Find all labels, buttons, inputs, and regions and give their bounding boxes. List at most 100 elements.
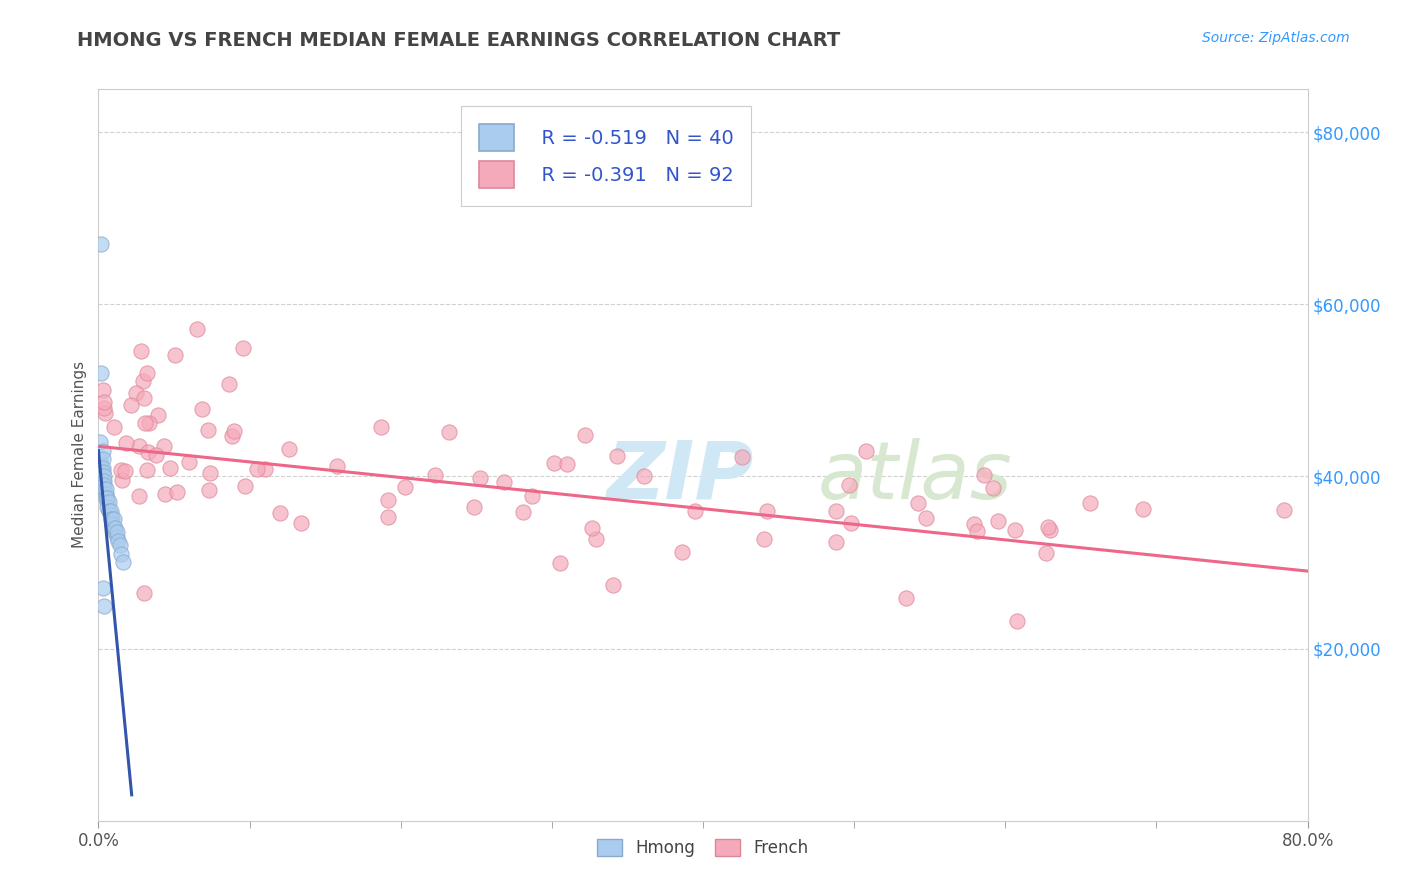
Point bbox=[93, 478, 115, 492]
Point bbox=[233, 479, 256, 493]
Point bbox=[90, 469, 112, 483]
Point bbox=[134, 586, 156, 600]
Point bbox=[165, 347, 187, 361]
Point bbox=[115, 435, 138, 450]
Point bbox=[671, 545, 693, 559]
Point bbox=[557, 457, 579, 471]
Legend: Hmong, French: Hmong, French bbox=[591, 832, 815, 863]
Point bbox=[93, 599, 115, 613]
Point bbox=[1036, 519, 1059, 533]
Point bbox=[153, 486, 176, 500]
Point bbox=[136, 463, 159, 477]
Text: atlas: atlas bbox=[818, 438, 1012, 516]
Point bbox=[93, 401, 115, 415]
Point bbox=[91, 460, 114, 475]
Point bbox=[838, 477, 860, 491]
Point bbox=[1004, 523, 1026, 537]
Point bbox=[101, 512, 124, 526]
Point bbox=[290, 516, 312, 531]
Point bbox=[987, 514, 1010, 528]
Point bbox=[981, 481, 1004, 495]
Point bbox=[602, 578, 624, 592]
Point bbox=[581, 521, 603, 535]
Point bbox=[110, 547, 132, 561]
Point bbox=[91, 384, 114, 398]
Text: ZIP: ZIP bbox=[606, 438, 754, 516]
Point bbox=[1132, 501, 1154, 516]
Point bbox=[94, 483, 117, 497]
Point bbox=[159, 460, 181, 475]
Point bbox=[963, 517, 986, 532]
Point bbox=[89, 452, 111, 467]
Point bbox=[145, 448, 167, 462]
Point bbox=[105, 530, 128, 544]
Point bbox=[370, 420, 392, 434]
Point bbox=[111, 556, 134, 570]
Point bbox=[94, 486, 117, 500]
Point bbox=[107, 533, 129, 548]
Point bbox=[894, 591, 917, 605]
Point bbox=[91, 452, 114, 467]
Point bbox=[104, 521, 127, 535]
Point bbox=[90, 366, 112, 380]
Point bbox=[179, 455, 201, 469]
Point bbox=[90, 237, 112, 252]
Point bbox=[104, 525, 127, 540]
Point bbox=[543, 456, 565, 470]
Point bbox=[394, 480, 416, 494]
Point bbox=[94, 406, 117, 420]
Point bbox=[94, 491, 117, 505]
Point bbox=[93, 474, 115, 488]
Point bbox=[326, 459, 349, 474]
Point bbox=[269, 506, 291, 520]
Point bbox=[973, 467, 995, 482]
Point bbox=[606, 450, 628, 464]
Point bbox=[633, 469, 655, 483]
Point bbox=[377, 510, 399, 524]
Point bbox=[93, 395, 115, 409]
Point bbox=[915, 510, 938, 524]
Point bbox=[91, 465, 114, 479]
Text: HMONG VS FRENCH MEDIAN FEMALE EARNINGS CORRELATION CHART: HMONG VS FRENCH MEDIAN FEMALE EARNINGS C… bbox=[77, 31, 841, 50]
Point bbox=[254, 462, 277, 476]
Point bbox=[439, 425, 461, 439]
Point bbox=[855, 444, 877, 458]
Point bbox=[100, 508, 122, 523]
Point bbox=[93, 469, 115, 483]
Point bbox=[731, 450, 754, 465]
Point bbox=[125, 385, 148, 400]
Point bbox=[105, 525, 128, 540]
Point bbox=[197, 483, 219, 497]
Point bbox=[98, 504, 121, 518]
Point bbox=[101, 516, 124, 531]
Point bbox=[134, 416, 156, 430]
Point bbox=[148, 408, 170, 422]
Point bbox=[129, 344, 152, 359]
Point bbox=[907, 496, 929, 510]
Point bbox=[221, 428, 243, 442]
Point bbox=[153, 439, 176, 453]
Point bbox=[377, 493, 399, 508]
Point bbox=[100, 512, 122, 526]
Point bbox=[752, 532, 775, 546]
Point bbox=[138, 416, 160, 430]
Point bbox=[132, 391, 155, 405]
Point bbox=[756, 504, 779, 518]
Point bbox=[98, 495, 121, 509]
Point bbox=[278, 442, 301, 457]
Point bbox=[90, 460, 112, 475]
Point bbox=[110, 462, 132, 476]
Point bbox=[89, 435, 111, 450]
Text: Source: ZipAtlas.com: Source: ZipAtlas.com bbox=[1202, 31, 1350, 45]
Point bbox=[824, 535, 846, 549]
Point bbox=[128, 439, 150, 453]
Point bbox=[136, 445, 159, 459]
Point bbox=[246, 462, 269, 476]
Point bbox=[103, 512, 125, 526]
Point bbox=[423, 468, 446, 483]
Point bbox=[574, 428, 596, 442]
Point bbox=[683, 503, 706, 517]
Point bbox=[96, 491, 118, 505]
Point bbox=[103, 521, 125, 535]
Point bbox=[841, 516, 863, 530]
